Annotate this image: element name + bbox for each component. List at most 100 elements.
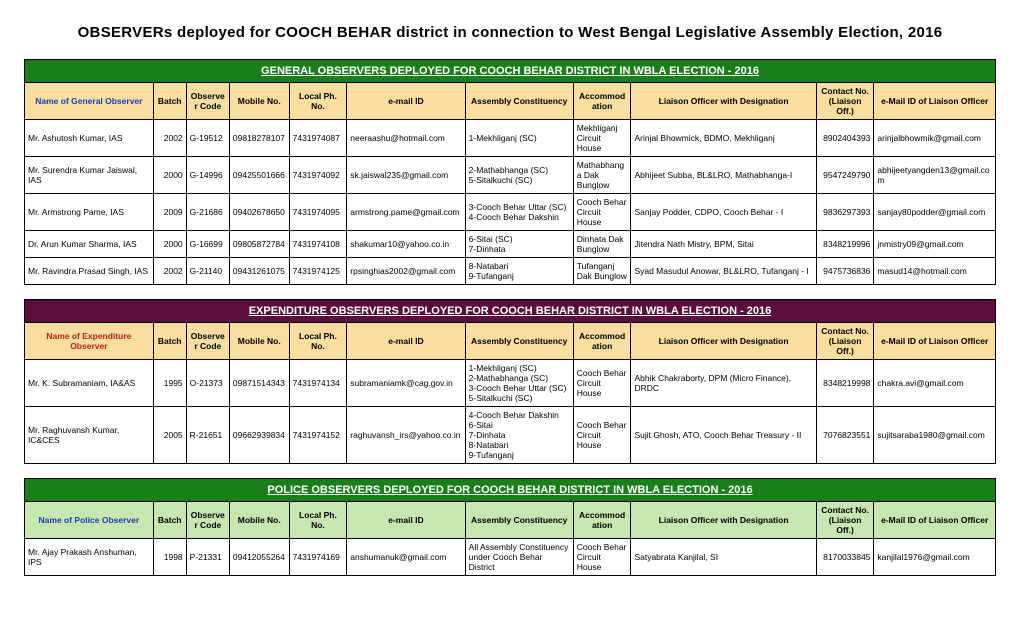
table-row: Mr. Ashutosh Kumar, IAS2002G-19512098182…: [25, 120, 996, 157]
column-header: Observer Code: [186, 502, 229, 539]
table-cell: 09805872784: [229, 231, 289, 258]
table-cell: Sanjay Podder, CDPO, Cooch Behar - I: [631, 194, 816, 231]
table-cell: O-21373: [186, 360, 229, 407]
column-header: Name of Expenditure Observer: [25, 323, 154, 360]
table-cell: Cooch Behar Circuit House: [573, 360, 631, 407]
table-cell: 09662939834: [229, 407, 289, 464]
column-header: Contact No. (Liaison Off.): [816, 502, 874, 539]
table-cell: 7431974125: [289, 258, 347, 285]
table-cell: G-19512: [186, 120, 229, 157]
observer-table: Name of Expenditure ObserverBatchObserve…: [24, 322, 996, 464]
table-cell: Mr. Raghuvansh Kumar, IC&CES: [25, 407, 154, 464]
page-title: OBSERVERs deployed for COOCH BEHAR distr…: [24, 24, 996, 41]
table-cell: 8-Natabari 9-Tufanganj: [465, 258, 573, 285]
table-cell: Mr. Ravindra Prasad Singh, IAS: [25, 258, 154, 285]
column-header: Batch: [153, 502, 186, 539]
column-header: Observer Code: [186, 83, 229, 120]
table-row: Mr. Raghuvansh Kumar, IC&CES2005R-216510…: [25, 407, 996, 464]
table-row: Mr. Armstrong Pame, IAS2009G-21686094026…: [25, 194, 996, 231]
table-cell: 7431974087: [289, 120, 347, 157]
column-header: Liaison Officer with Designation: [631, 323, 816, 360]
table-cell: neeraashu@hotmail.com: [347, 120, 465, 157]
table-cell: 2-Mathabhanga (SC) 5-Sitalkuchi (SC): [465, 157, 573, 194]
table-cell: G-14996: [186, 157, 229, 194]
table-cell: 09412055264: [229, 539, 289, 576]
table-cell: 4-Cooch Behar Dakshin 6-Sitai 7-Dinhata …: [465, 407, 573, 464]
table-cell: 1998: [153, 539, 186, 576]
table-cell: Mr. K. Subramaniam, IA&AS: [25, 360, 154, 407]
table-cell: 2000: [153, 231, 186, 258]
column-header: Batch: [153, 323, 186, 360]
table-cell: Tufanganj Dak Bunglow: [573, 258, 631, 285]
table-cell: 2005: [153, 407, 186, 464]
table-row: Mr. K. Subramaniam, IA&AS1995O-213730987…: [25, 360, 996, 407]
section-title: GENERAL OBSERVERS DEPLOYED FOR COOCH BEH…: [24, 59, 996, 82]
table-cell: 7431974092: [289, 157, 347, 194]
column-header: e-Mail ID of Liaison Officer: [874, 323, 996, 360]
table-cell: Dr. Arun Kumar Sharma, IAS: [25, 231, 154, 258]
table-cell: 2002: [153, 258, 186, 285]
table-cell: Cooch Behar Circuit House: [573, 194, 631, 231]
table-cell: armstrong.pame@gmail.com: [347, 194, 465, 231]
table-cell: 9547249790: [816, 157, 874, 194]
column-header: Contact No. (Liaison Off.): [816, 323, 874, 360]
table-cell: 9475736836: [816, 258, 874, 285]
table-cell: G-21140: [186, 258, 229, 285]
table-cell: P-21331: [186, 539, 229, 576]
column-header: Liaison Officer with Designation: [631, 502, 816, 539]
table-cell: sanjay80podder@gmail.com: [874, 194, 996, 231]
column-header: Local Ph. No.: [289, 323, 347, 360]
table-cell: anshumanuk@gmail.com: [347, 539, 465, 576]
column-header: Mobile No.: [229, 83, 289, 120]
section-title: POLICE OBSERVERS DEPLOYED FOR COOCH BEHA…: [24, 478, 996, 501]
table-cell: Abhik Chakraborty, DPM (Micro Finance), …: [631, 360, 816, 407]
table-row: Dr. Arun Kumar Sharma, IAS2000G-16699098…: [25, 231, 996, 258]
table-cell: 8170033845: [816, 539, 874, 576]
table-cell: 09871514343: [229, 360, 289, 407]
table-cell: rpsinghias2002@gmail.com: [347, 258, 465, 285]
table-cell: 8348219996: [816, 231, 874, 258]
table-cell: 2000: [153, 157, 186, 194]
table-cell: 09431261075: [229, 258, 289, 285]
table-cell: 09818278107: [229, 120, 289, 157]
observer-table: Name of Police ObserverBatchObserver Cod…: [24, 501, 996, 576]
table-cell: G-21686: [186, 194, 229, 231]
table-row: Mr. Ajay Prakash Anshuman, IPS1998P-2133…: [25, 539, 996, 576]
column-header: Mobile No.: [229, 323, 289, 360]
table-cell: sujitsaraba1980@gmail.com: [874, 407, 996, 464]
observer-section: GENERAL OBSERVERS DEPLOYED FOR COOCH BEH…: [24, 59, 996, 285]
column-header: e-Mail ID of Liaison Officer: [874, 83, 996, 120]
column-header: Name of Police Observer: [25, 502, 154, 539]
table-row: Mr. Ravindra Prasad Singh, IAS2002G-2114…: [25, 258, 996, 285]
table-cell: 3-Cooch Behar Uttar (SC) 4-Cooch Behar D…: [465, 194, 573, 231]
table-cell: 6-Sitai (SC) 7-Dinhata: [465, 231, 573, 258]
table-cell: shakumar10@yahoo.co.in: [347, 231, 465, 258]
table-cell: All Assembly Constituency under Cooch Be…: [465, 539, 573, 576]
table-cell: Mr. Armstrong Pame, IAS: [25, 194, 154, 231]
table-cell: 09425501666: [229, 157, 289, 194]
table-cell: 7431974152: [289, 407, 347, 464]
table-cell: 1995: [153, 360, 186, 407]
column-header: Accommodation: [573, 83, 631, 120]
table-cell: 1-Mekhliganj (SC) 2-Mathabhanga (SC) 3-C…: [465, 360, 573, 407]
table-cell: raghuvansh_irs@yahoo.co.in: [347, 407, 465, 464]
column-header: e-mail ID: [347, 83, 465, 120]
column-header: Observer Code: [186, 323, 229, 360]
table-cell: 7431974108: [289, 231, 347, 258]
table-cell: chakra.avi@gmail.com: [874, 360, 996, 407]
table-cell: 09402678650: [229, 194, 289, 231]
table-cell: 7431974169: [289, 539, 347, 576]
column-header: Contact No. (Liaison Off.): [816, 83, 874, 120]
table-cell: Satyabrata Kanjilal, SI: [631, 539, 816, 576]
table-cell: 7431974134: [289, 360, 347, 407]
column-header: Assembly Constituency: [465, 323, 573, 360]
column-header: Accommodation: [573, 323, 631, 360]
table-cell: Sujit Ghosh, ATO, Cooch Behar Treasury -…: [631, 407, 816, 464]
table-cell: Mr. Ajay Prakash Anshuman, IPS: [25, 539, 154, 576]
table-cell: 1-Mekhliganj (SC): [465, 120, 573, 157]
column-header: Name of General Observer: [25, 83, 154, 120]
table-cell: kanjilal1976@gmail.com: [874, 539, 996, 576]
table-cell: Mr. Ashutosh Kumar, IAS: [25, 120, 154, 157]
table-cell: G-16699: [186, 231, 229, 258]
table-cell: 8902404393: [816, 120, 874, 157]
